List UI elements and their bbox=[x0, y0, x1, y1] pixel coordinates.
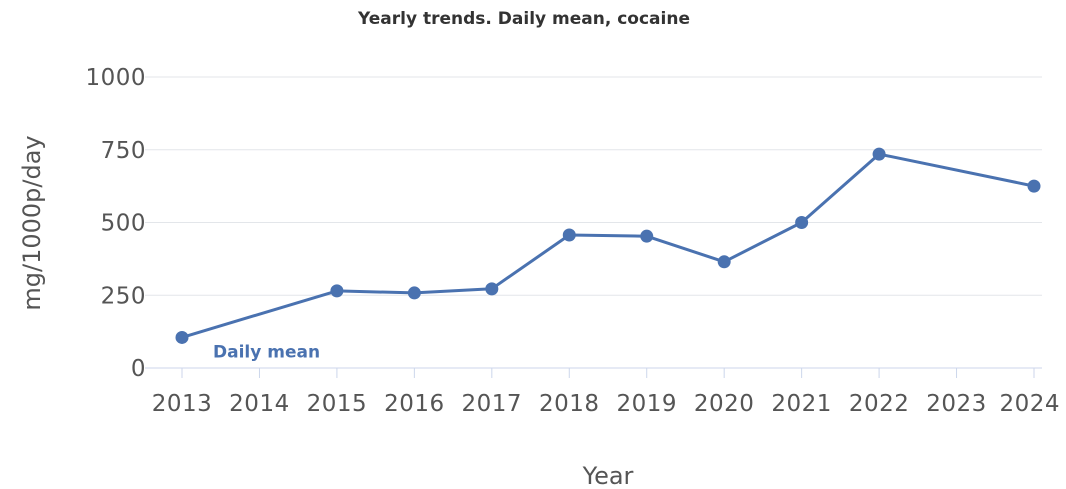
y-tick-label: 500 bbox=[101, 211, 146, 237]
x-axis-title: Year bbox=[582, 462, 634, 489]
data-point[interactable] bbox=[175, 330, 189, 344]
series-layer bbox=[175, 147, 1041, 344]
x-tick-label: 2018 bbox=[539, 391, 600, 417]
data-point[interactable] bbox=[795, 216, 809, 229]
x-tick-label: 2023 bbox=[926, 391, 987, 417]
data-point[interactable] bbox=[485, 282, 499, 296]
data-point[interactable] bbox=[1027, 179, 1041, 193]
y-tick-label: 750 bbox=[101, 138, 146, 164]
y-tick-label: 250 bbox=[101, 283, 146, 309]
x-tick-label: 2019 bbox=[616, 391, 677, 417]
data-point[interactable] bbox=[872, 147, 886, 161]
data-point[interactable] bbox=[562, 228, 576, 242]
axes bbox=[145, 367, 1042, 378]
x-tick-label: 2013 bbox=[152, 391, 213, 417]
y-tick-label: 1000 bbox=[85, 65, 146, 91]
chart-title: Yearly trends. Daily mean, cocaine bbox=[357, 9, 690, 29]
grid-lines bbox=[145, 76, 1042, 296]
x-tick-label: 2015 bbox=[307, 391, 368, 417]
x-tick-label: 2014 bbox=[229, 391, 290, 417]
x-tick-label: 2022 bbox=[849, 391, 910, 417]
series-line bbox=[180, 152, 1036, 339]
series-label: Daily mean bbox=[213, 342, 320, 362]
data-point[interactable] bbox=[717, 255, 731, 269]
x-tick-label: 2024 bbox=[999, 391, 1060, 417]
x-tick-label: 2016 bbox=[384, 391, 445, 417]
labels-layer: 0 250 500 750 1000 2013 2014 2015 2016 2017 2018 20… bbox=[85, 65, 1060, 417]
data-point[interactable] bbox=[640, 229, 654, 243]
data-point[interactable] bbox=[330, 284, 344, 298]
x-tick-label: 2021 bbox=[771, 391, 832, 417]
x-tick-label: 2020 bbox=[694, 391, 755, 417]
y-tick-label: 0 bbox=[131, 356, 146, 382]
data-point[interactable] bbox=[407, 286, 421, 300]
x-tick-label: 2017 bbox=[462, 391, 523, 417]
y-axis-title: mg/1000p/day bbox=[18, 135, 46, 310]
